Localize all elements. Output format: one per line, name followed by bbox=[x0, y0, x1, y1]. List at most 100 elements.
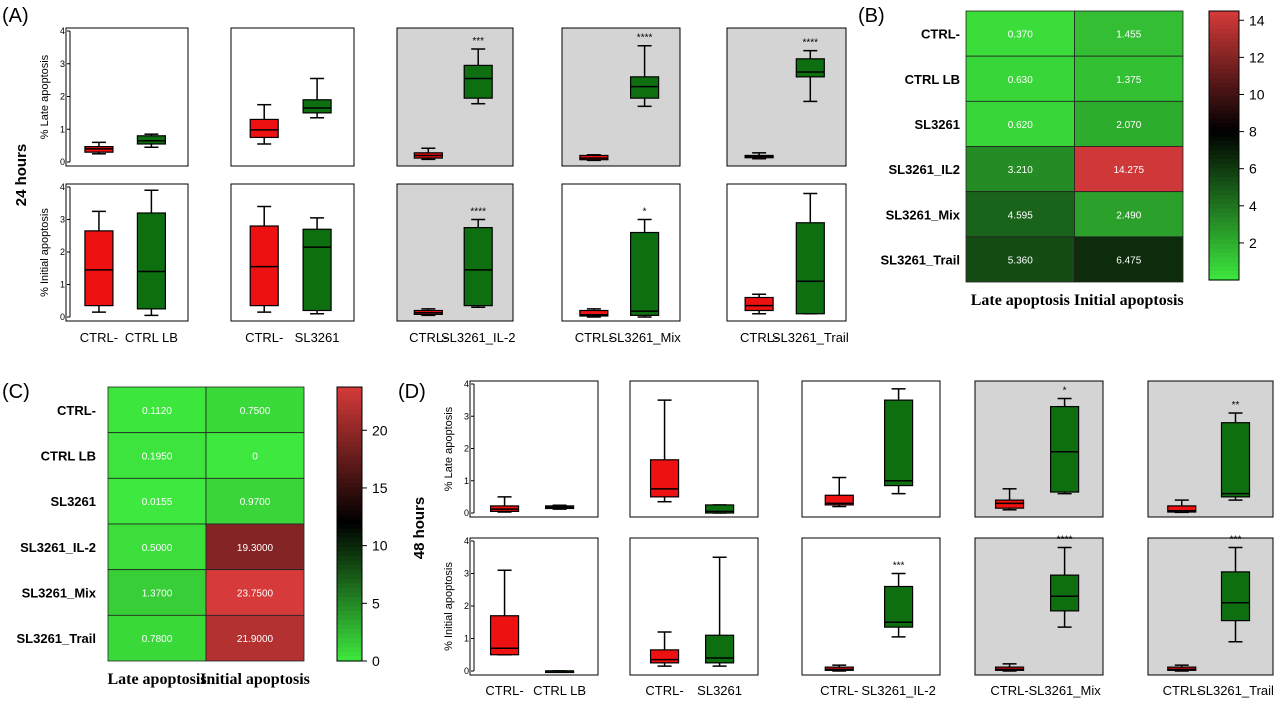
colorbar-segment bbox=[1209, 217, 1239, 223]
colorbar-segment bbox=[1209, 87, 1239, 93]
colorbar-segment bbox=[1209, 257, 1239, 263]
colorbar-segment bbox=[337, 414, 362, 420]
y-tick-label: 4 bbox=[464, 536, 469, 546]
iqr-box bbox=[744, 296, 774, 312]
colorbar-segment bbox=[1209, 248, 1239, 254]
colorbar-segment bbox=[337, 441, 362, 447]
colorbar-segment bbox=[1209, 185, 1239, 191]
colorbar-segment bbox=[1209, 226, 1239, 232]
iqr-box bbox=[704, 504, 735, 514]
colorbar-segment bbox=[1209, 230, 1239, 236]
x-category-label: SL3261_Trail bbox=[1197, 683, 1274, 698]
boxplot-initial-1: 0 1 2 3 4 % Initial apoptosis CTRL- CTRL LB bbox=[443, 536, 599, 698]
iqr-box bbox=[136, 212, 166, 310]
colorbar-segment bbox=[337, 469, 362, 475]
colorbar-segment bbox=[1209, 163, 1239, 169]
treatment-box bbox=[136, 133, 166, 149]
treatment-box bbox=[302, 77, 332, 119]
colorbar-segment bbox=[1209, 194, 1239, 200]
heatmap-row-label: SL3261_Mix bbox=[22, 586, 97, 601]
y-tick-label: 2 bbox=[60, 247, 65, 257]
heatmap-row-label: SL3261_IL2 bbox=[888, 162, 960, 177]
heatmap-cell bbox=[1074, 55, 1184, 102]
y-axis-label: % Late apoptosis bbox=[443, 406, 455, 491]
colorbar-tick-label: 5 bbox=[372, 595, 380, 611]
heatmap-cell bbox=[107, 386, 207, 434]
colorbar-segment bbox=[1209, 145, 1239, 151]
treatment-box bbox=[463, 218, 493, 308]
heatmap-cell-value: 0.620 bbox=[1008, 120, 1033, 131]
iqr-box bbox=[302, 99, 332, 114]
heatmap-cell bbox=[205, 614, 305, 662]
colorbar-segment bbox=[1209, 96, 1239, 102]
colorbar-segment bbox=[1209, 123, 1239, 129]
colorbar-tick-label: 2 bbox=[1249, 235, 1257, 251]
heatmap-row-label: SL3261 bbox=[50, 494, 96, 509]
heatmap-cell-value: 0.7800 bbox=[142, 634, 173, 645]
heatmap-cell-value: 6.475 bbox=[1116, 255, 1141, 266]
control-box bbox=[84, 210, 114, 313]
heatmap-cell-value: 2.490 bbox=[1116, 210, 1141, 221]
heatmap-row-label: SL3261_Trail bbox=[881, 252, 961, 267]
colorbar-segment bbox=[337, 610, 362, 616]
colorbar-segment bbox=[337, 473, 362, 479]
colorbar-segment bbox=[1209, 181, 1239, 187]
x-category-label: CTRL- bbox=[1163, 683, 1201, 698]
colorbar-tick-label: 10 bbox=[372, 538, 388, 554]
iqr-box bbox=[1220, 422, 1251, 498]
treatment-box bbox=[463, 48, 493, 105]
iqr-box bbox=[795, 58, 825, 78]
colorbar-segment bbox=[337, 574, 362, 580]
heatmap-cell-value: 0.370 bbox=[1008, 30, 1033, 41]
treatment-box bbox=[629, 44, 660, 108]
iqr-box bbox=[994, 499, 1025, 509]
heatmap-cell bbox=[1074, 191, 1184, 238]
x-category-label: SL3261 bbox=[697, 683, 742, 698]
heatmap-cell-value: 2.070 bbox=[1116, 120, 1141, 131]
colorbar-segment bbox=[1209, 37, 1239, 43]
colorbar-segment bbox=[337, 482, 362, 489]
colorbar-segment bbox=[337, 615, 362, 621]
significance-marker: **** bbox=[637, 33, 653, 44]
colorbar-segment bbox=[337, 647, 362, 653]
boxplot-initial-2: CTRL- SL3261 bbox=[629, 537, 759, 698]
x-category-label: SL3261_IL-2 bbox=[861, 683, 935, 698]
colorbar-segment bbox=[1209, 212, 1239, 218]
plot-frame bbox=[1147, 380, 1274, 518]
heatmap-cell-value: 0 bbox=[252, 452, 258, 463]
heatmap-cell bbox=[1074, 10, 1184, 57]
plot-frame bbox=[469, 537, 599, 676]
iqr-box bbox=[883, 585, 914, 628]
heatmap-column-label: Late apoptosis bbox=[971, 292, 1070, 309]
boxplot-late-4: **** bbox=[561, 27, 681, 167]
significance-marker: * bbox=[643, 207, 647, 218]
heatmap-cell-value: 1.455 bbox=[1116, 30, 1141, 41]
iqr-box bbox=[463, 64, 493, 99]
y-tick-label: 1 bbox=[60, 280, 65, 290]
colorbar-segment bbox=[1209, 28, 1239, 35]
heatmap-cell bbox=[205, 569, 305, 616]
heatmap-column-label: Initial apoptosis bbox=[1074, 292, 1184, 309]
heatmap-cell bbox=[107, 569, 207, 616]
heatmap-row-label: CTRL- bbox=[921, 27, 960, 42]
colorbar-segment bbox=[1209, 100, 1239, 106]
y-tick-label: 3 bbox=[464, 569, 469, 579]
panel-a-boxplots: 0 1 2 3 4 % Late apoptosis 0 1 2 3 4 % Initial apop… bbox=[39, 26, 849, 345]
heatmap-row-label: SL3261 bbox=[914, 117, 960, 132]
boxplot-late-1: 0 1 2 3 4 % Late apoptosis bbox=[39, 26, 189, 167]
iqr-box bbox=[302, 228, 332, 312]
significance-marker: **** bbox=[470, 207, 486, 218]
y-tick-label: 4 bbox=[60, 26, 65, 36]
panel-d-boxplots: 0 1 2 3 4 % Late apoptosis 0 1 2 3 4 % Initial apop… bbox=[443, 379, 1274, 698]
y-tick-label: 2 bbox=[60, 92, 65, 102]
plot-frame bbox=[1147, 537, 1274, 676]
colorbar-frame bbox=[1208, 10, 1240, 281]
colorbar-segment bbox=[1209, 221, 1239, 227]
colorbar-segment bbox=[337, 624, 362, 630]
treatment-box bbox=[704, 504, 735, 514]
colorbar-segment bbox=[337, 569, 362, 575]
colorbar-segment bbox=[337, 437, 362, 443]
boxplot-late-2 bbox=[629, 380, 759, 518]
y-tick-label: 0 bbox=[60, 312, 65, 322]
colorbar-segment bbox=[1209, 11, 1239, 17]
